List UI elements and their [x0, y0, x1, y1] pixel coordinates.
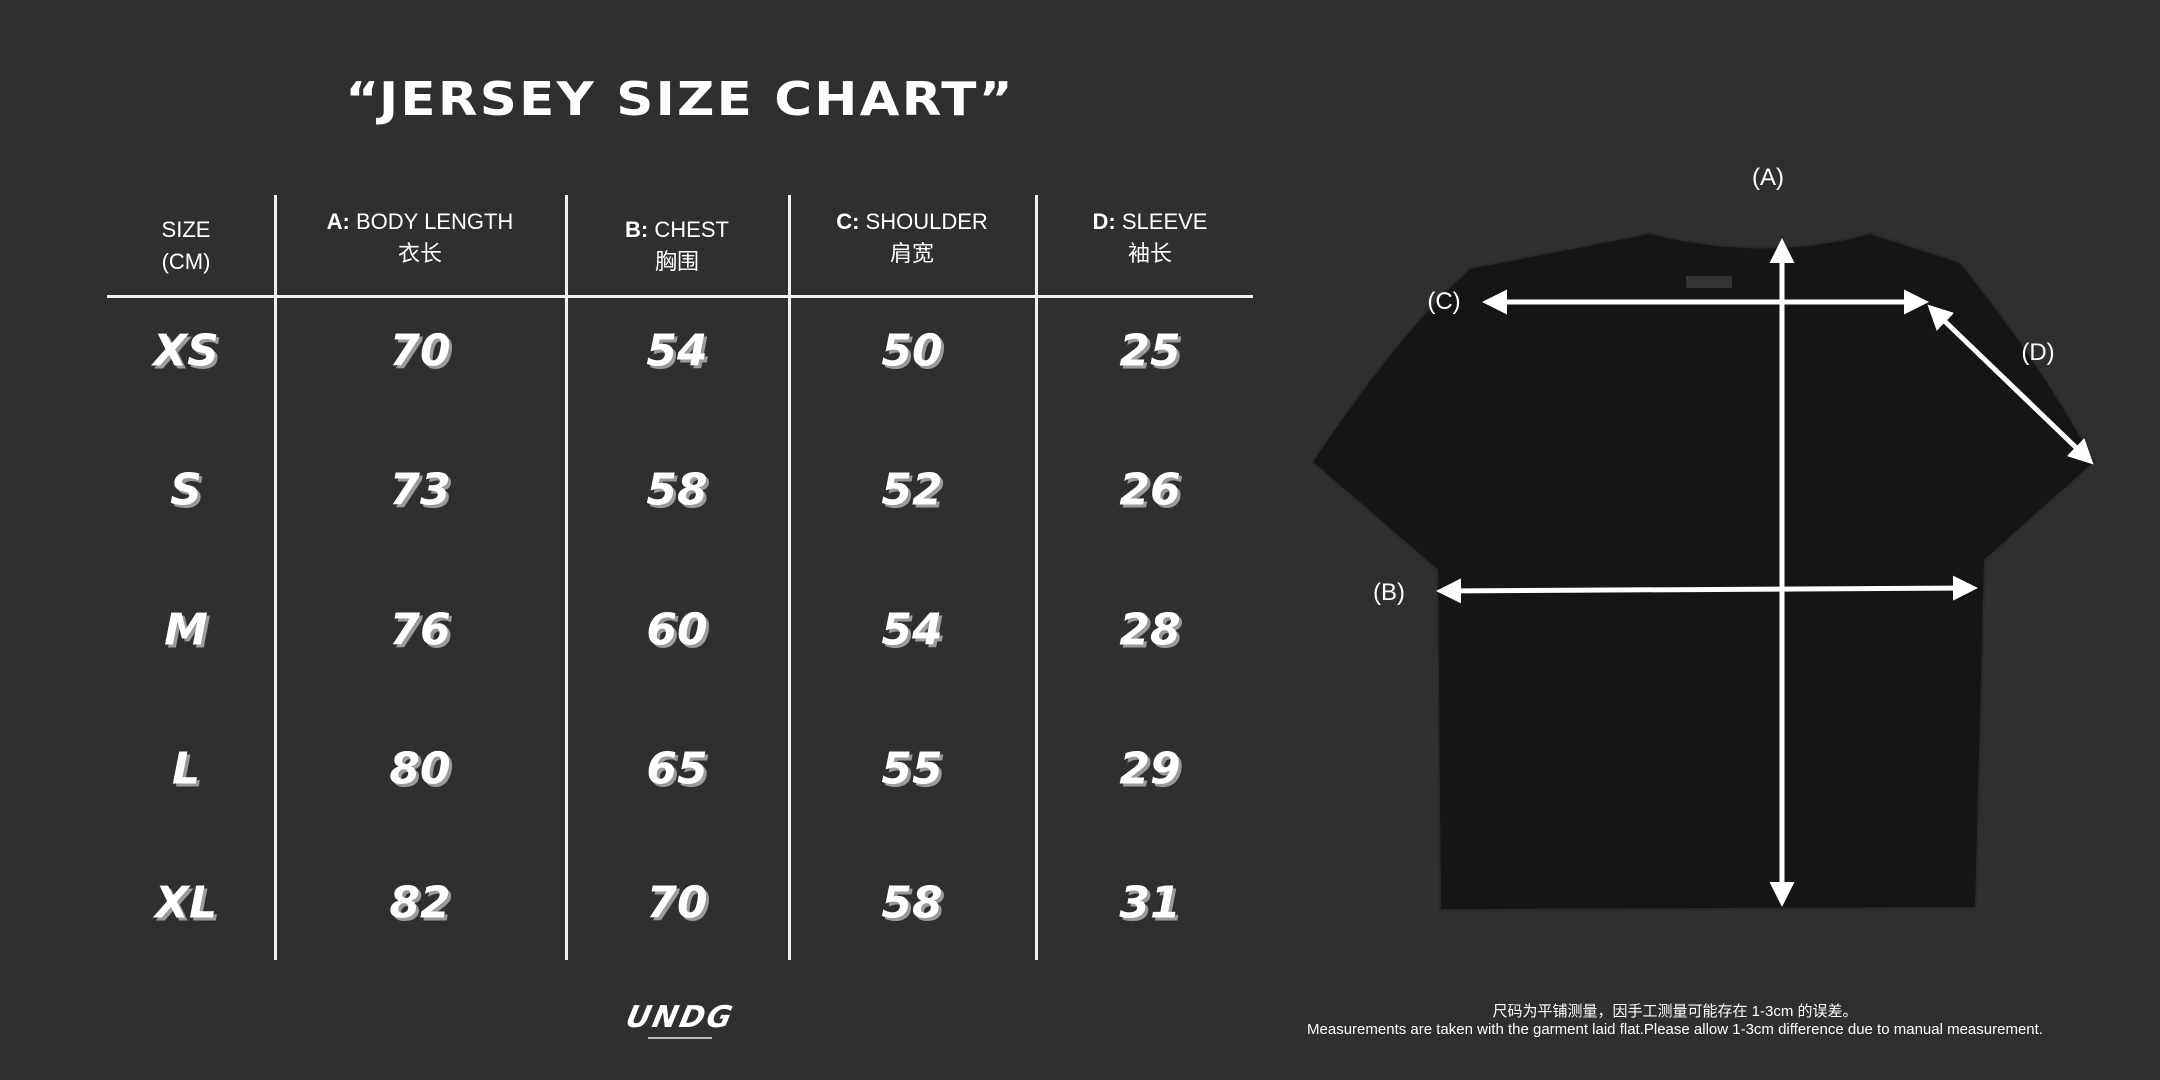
column-sublabel: 袖长 [1127, 241, 1172, 266]
measurement-value: 55 [881, 743, 943, 795]
column-label: SHOULDER [859, 209, 988, 234]
footer-note-zh: 尺码为平铺测量，因手工测量可能存在 1-3cm 的误差。 [1492, 1003, 1858, 1020]
measurement-value: 31 [1119, 877, 1181, 929]
column-header: D: SLEEVE 袖长 [1040, 206, 1260, 270]
measurement-value: 26 [1119, 464, 1181, 516]
column-label: BODY LENGTH [349, 209, 514, 234]
column-header: B: CHEST 胸围 [572, 214, 782, 278]
label-c: (C) [1427, 288, 1461, 315]
measurement-value: 70 [389, 325, 451, 377]
column-sublabel: 胸围 [654, 249, 699, 274]
collar-logo-icon [1686, 276, 1732, 288]
column-header-title: C: SHOULDER [792, 206, 1032, 238]
size-label: S [170, 464, 202, 516]
measurement-value: 29 [1119, 743, 1181, 795]
column-header: A: BODY LENGTH 衣长 [280, 206, 560, 270]
brand-logo: UNDG [610, 1000, 750, 1039]
measurement-value: 80 [389, 743, 451, 795]
column-header-title: SIZE [101, 214, 271, 246]
column-label: SLEEVE [1115, 209, 1208, 234]
column-label: SIZE [161, 217, 211, 242]
measurement-value: 73 [389, 464, 451, 516]
measurement-value: 58 [646, 464, 708, 516]
measurement-value: 82 [389, 877, 451, 929]
footer-note-en: Measurements are taken with the garment … [1307, 1021, 2043, 1038]
measurement-value: 58 [881, 877, 943, 929]
measurement-value: 28 [1119, 604, 1181, 656]
size-label: XS [153, 325, 219, 377]
size-label: M [164, 604, 208, 656]
column-divider [274, 195, 277, 960]
arrow-d [1927, 304, 2094, 465]
size-label: L [171, 743, 201, 795]
measurement-value: 25 [1119, 325, 1181, 377]
column-header: C: SHOULDER 肩宽 [792, 206, 1032, 270]
measurement-value: 54 [881, 604, 943, 656]
column-header-title: B: CHEST [572, 214, 782, 246]
column-sublabel: 衣长 [397, 241, 442, 266]
column-key: B: [625, 217, 649, 242]
column-header-title: D: SLEEVE [1040, 206, 1260, 238]
column-header-title: A: BODY LENGTH [280, 206, 560, 238]
tshirt-shape [1310, 231, 2097, 912]
logo-text: UNDG [622, 1000, 738, 1035]
measurement-value: 65 [646, 743, 708, 795]
column-key: A: [326, 209, 350, 234]
size-label: XL [155, 877, 217, 929]
column-key: D: [1092, 209, 1116, 234]
column-sublabel: (CM) [161, 249, 211, 274]
label-d: (D) [2021, 339, 2055, 366]
column-divider [1035, 195, 1038, 960]
arrow-b [1436, 575, 1978, 604]
measurement-value: 70 [646, 877, 708, 929]
page-title: “JERSEY SIZE CHART” [345, 72, 1015, 126]
logo-underline [648, 1037, 712, 1039]
column-divider [565, 195, 568, 960]
measurement-value: 54 [646, 325, 708, 377]
label-a: (A) [1752, 164, 1784, 191]
measurement-value: 52 [881, 464, 943, 516]
measurement-value: 60 [646, 604, 708, 656]
column-label: CHEST [648, 217, 729, 242]
measurement-value: 76 [389, 604, 451, 656]
column-divider [788, 195, 791, 960]
measurement-value: 50 [881, 325, 943, 377]
column-sublabel: 肩宽 [889, 241, 934, 266]
header-divider [107, 295, 1253, 298]
label-b: (B) [1373, 579, 1405, 606]
column-key: C: [836, 209, 860, 234]
column-header: SIZE (CM) [101, 214, 271, 278]
